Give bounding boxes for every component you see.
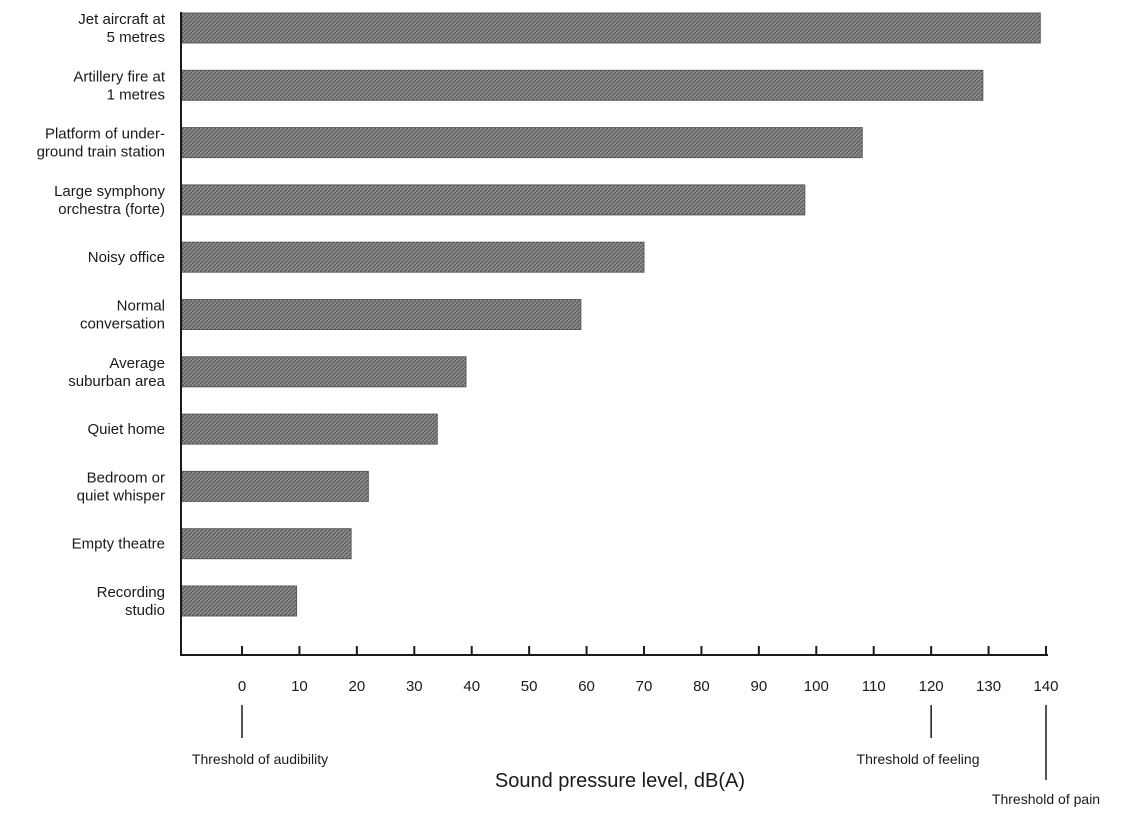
threshold-label: Threshold of audibility (192, 751, 328, 767)
x-tick-label: 110 (862, 678, 886, 695)
bar-7 (181, 413, 438, 445)
category-label: orchestra (forte) (58, 201, 165, 218)
x-axis-title: Sound pressure level, dB(A) (495, 770, 745, 792)
category-label: Average (109, 355, 165, 372)
bar-10 (181, 585, 298, 617)
x-axis-ticks: 0 10 20 30 40 50 60 70 80 90 100 110 120 130 140 (238, 646, 1059, 695)
category-label: Quiet home (87, 421, 165, 438)
threshold-label: Threshold of pain (992, 791, 1100, 807)
x-tick-label: 130 (976, 678, 1001, 695)
bar-2 (181, 127, 863, 159)
category-label: studio (125, 602, 165, 619)
bar-9 (181, 528, 352, 560)
x-tick-label: 60 (578, 678, 595, 695)
x-tick-label: 80 (693, 678, 710, 695)
x-tick-label: 10 (291, 678, 308, 695)
x-tick-label: 0 (238, 678, 246, 695)
x-axis (180, 12, 1048, 656)
category-label: ground train station (37, 144, 165, 161)
bar-5 (181, 299, 582, 330)
category-label: Platform of under- (45, 126, 165, 143)
bar-4 (181, 241, 645, 273)
bar-8 (181, 470, 369, 502)
category-label: conversation (80, 316, 165, 333)
category-label: Normal (117, 298, 165, 315)
bar-3 (181, 184, 806, 216)
x-tick-label: 30 (406, 678, 423, 695)
bar-6 (181, 356, 467, 388)
category-label: Artillery fire at (73, 68, 166, 85)
category-label: 5 metres (107, 29, 165, 46)
x-tick-label: 120 (919, 678, 944, 695)
category-label: suburban area (68, 373, 165, 390)
category-label: Empty theatre (72, 536, 165, 553)
category-label: Noisy office (88, 249, 165, 266)
category-label: Bedroom or (87, 469, 165, 486)
bar-1 (181, 69, 984, 101)
threshold-markers: Threshold of audibility Threshold of feel… (192, 705, 1100, 807)
x-tick-label: 70 (636, 678, 653, 695)
bars-layer (181, 12, 1041, 617)
category-label: 1 metres (107, 86, 165, 103)
category-label: Large symphony (54, 183, 165, 200)
category-label: quiet whisper (77, 487, 165, 504)
threshold-label: Threshold of feeling (857, 751, 980, 767)
bar-0 (181, 12, 1041, 44)
x-tick-label: 90 (751, 678, 768, 695)
x-tick-label: 140 (1033, 678, 1058, 695)
x-tick-label: 40 (463, 678, 480, 695)
x-tick-label: 20 (349, 678, 366, 695)
x-tick-label: 50 (521, 678, 538, 695)
category-labels: Jet aircraft at5 metres Artillery fire at… (37, 11, 166, 619)
category-label: Jet aircraft at (78, 11, 166, 28)
x-tick-label: 100 (804, 678, 829, 695)
category-label: Recording (97, 584, 165, 601)
